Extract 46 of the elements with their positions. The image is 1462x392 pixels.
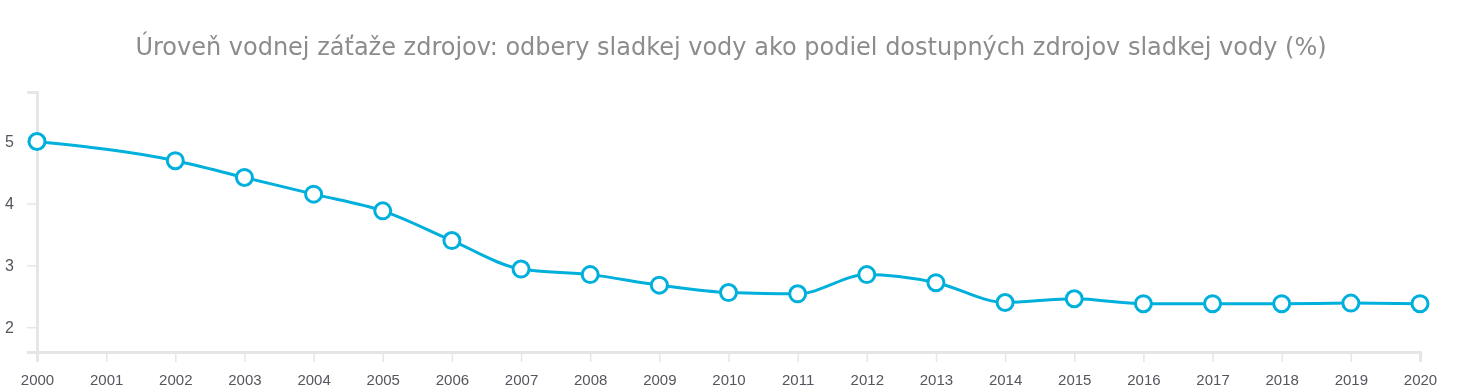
point (995, 292, 1015, 312)
x-tick-label: 2017 (1196, 370, 1230, 388)
point (304, 184, 324, 204)
point (1410, 294, 1430, 314)
point (27, 132, 47, 152)
x-tick-label: 2007 (504, 370, 539, 388)
point (234, 167, 254, 187)
x-tick-label: 2015 (1058, 370, 1092, 388)
x-tick-label: 2018 (1265, 370, 1299, 388)
x-tick-label: 2013 (919, 370, 954, 388)
point (1341, 293, 1361, 313)
x-tick-label: 2005 (366, 370, 400, 388)
x-tick-label: 2001 (89, 370, 124, 388)
x-tick-label: 2002 (159, 370, 193, 388)
point (649, 275, 669, 295)
y-tick-label: 3 (5, 256, 15, 274)
x-tick-label: 2016 (1127, 370, 1161, 388)
x-tick-label: 2012 (850, 370, 884, 388)
point (857, 265, 877, 285)
point (788, 284, 808, 304)
x-tick-label: 2003 (228, 370, 262, 388)
point (1133, 294, 1153, 314)
y-tick-label: 2 (5, 318, 15, 336)
x-tick-label: 2008 (574, 370, 608, 388)
point (926, 273, 946, 293)
x-tick-label: 2009 (643, 370, 677, 388)
x-tick-label: 2019 (1334, 370, 1369, 388)
x-tick-label: 2014 (988, 370, 1023, 388)
x-tick-label: 2000 (20, 370, 55, 388)
point (719, 283, 738, 303)
point (442, 231, 462, 251)
point (1203, 294, 1223, 314)
point (511, 259, 531, 279)
x-tick-label: 2006 (435, 370, 470, 388)
x-tick-label: 2004 (297, 370, 331, 388)
point (373, 201, 393, 221)
x-tick-label: 2011 (782, 370, 815, 388)
x-tick-label: 2020 (1403, 370, 1438, 388)
y-tick-label: 4 (5, 195, 15, 213)
point (1272, 294, 1292, 314)
point (1064, 289, 1084, 309)
point (580, 265, 600, 285)
chart-title: Úroveň vodnej záťaže zdrojov: odbery sladkej vody ako podiel dostupných zdrojov sladkej vody (%) (135, 31, 1327, 61)
y-tick-label: 5 (5, 133, 15, 151)
x-tick-label: 2010 (712, 370, 746, 388)
point (165, 151, 185, 171)
